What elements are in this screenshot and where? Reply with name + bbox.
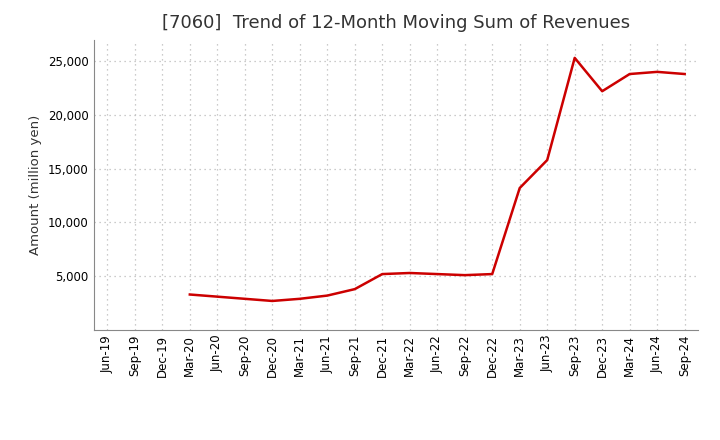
Title: [7060]  Trend of 12-Month Moving Sum of Revenues: [7060] Trend of 12-Month Moving Sum of R… — [162, 15, 630, 33]
Y-axis label: Amount (million yen): Amount (million yen) — [30, 115, 42, 255]
